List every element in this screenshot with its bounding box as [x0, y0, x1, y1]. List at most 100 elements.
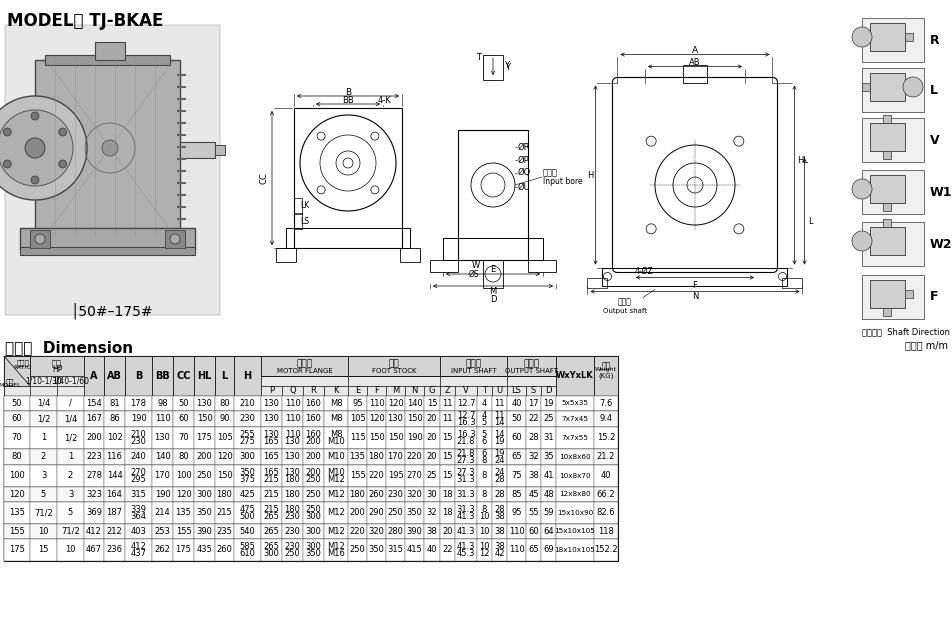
Text: 130: 130 [154, 434, 170, 443]
Text: 415: 415 [407, 545, 422, 555]
Bar [261, 465, 282, 487]
Text: 437: 437 [130, 548, 147, 558]
Bar [4, 449, 30, 465]
Text: 369: 369 [86, 508, 102, 517]
Bar [454, 427, 477, 449]
Bar [555, 449, 593, 465]
Bar [593, 524, 617, 539]
Bar [194, 524, 215, 539]
Text: Y: Y [504, 60, 508, 70]
Bar [593, 465, 617, 487]
Text: 154: 154 [86, 399, 102, 408]
Text: 60: 60 [527, 527, 538, 536]
Bar [526, 411, 541, 427]
Text: F: F [374, 387, 379, 396]
Bar [491, 502, 506, 524]
Bar [483, 55, 503, 80]
Bar [405, 487, 424, 502]
Text: D: D [545, 387, 551, 396]
Bar [125, 411, 151, 427]
Bar [4, 449, 617, 465]
Text: 250: 250 [285, 548, 300, 558]
Text: 18x10x105: 18x10x105 [554, 547, 595, 553]
Bar [347, 449, 367, 465]
Text: 5: 5 [482, 418, 486, 427]
Bar [4, 539, 30, 561]
Bar [367, 449, 386, 465]
Bar [104, 449, 125, 465]
Text: 單位： m/m: 單位： m/m [904, 340, 947, 350]
Text: 230: 230 [387, 490, 403, 499]
Text: ØP: ØP [518, 155, 529, 164]
Bar [440, 539, 454, 561]
Text: HL: HL [197, 371, 211, 381]
Bar [261, 386, 282, 396]
Text: 150: 150 [387, 434, 403, 443]
Bar [458, 130, 527, 260]
Text: 6: 6 [482, 437, 486, 446]
Text: 8: 8 [482, 456, 486, 465]
Bar [234, 502, 261, 524]
Bar [165, 230, 185, 248]
Text: 40: 40 [510, 399, 521, 408]
Text: 28: 28 [494, 490, 505, 499]
Text: M12: M12 [327, 475, 345, 484]
Text: 38: 38 [426, 527, 437, 536]
Text: 7x7x55: 7x7x55 [561, 435, 588, 441]
Bar [862, 68, 923, 112]
Text: 15: 15 [442, 434, 452, 443]
Bar [367, 487, 386, 502]
Text: ØQ: ØQ [518, 169, 530, 178]
Bar [869, 280, 904, 308]
Text: 110: 110 [154, 415, 170, 424]
Text: 71/2: 71/2 [34, 508, 52, 517]
Bar [526, 539, 541, 561]
Text: 350: 350 [407, 508, 422, 517]
Text: K: K [333, 387, 338, 396]
Text: 71/2: 71/2 [61, 527, 80, 536]
Bar [57, 465, 84, 487]
Text: 102: 102 [107, 434, 122, 443]
Bar [593, 449, 617, 465]
Text: 300: 300 [306, 542, 321, 552]
Text: M10: M10 [327, 437, 345, 446]
Text: 180: 180 [285, 505, 300, 514]
Bar [440, 524, 454, 539]
Text: F: F [692, 281, 697, 290]
Bar [386, 487, 405, 502]
Bar [347, 396, 367, 411]
Bar [30, 386, 57, 396]
Text: CC: CC [260, 172, 268, 184]
Text: W1: W1 [929, 186, 951, 198]
Bar [593, 502, 617, 524]
Text: 100: 100 [175, 472, 191, 481]
Text: 170: 170 [154, 472, 170, 481]
Bar [506, 502, 526, 524]
Bar [215, 502, 234, 524]
Bar [477, 427, 491, 449]
Text: 165: 165 [264, 437, 279, 446]
Bar [454, 524, 477, 539]
Bar [30, 396, 57, 411]
Text: 120: 120 [387, 399, 403, 408]
Bar [593, 356, 617, 396]
Text: M16: M16 [327, 548, 345, 558]
Bar [405, 411, 424, 427]
Text: 入力孔: 入力孔 [543, 169, 558, 178]
Bar [555, 524, 593, 539]
Text: 190: 190 [130, 415, 147, 424]
Bar [234, 487, 261, 502]
Bar [555, 487, 593, 502]
Bar [125, 427, 151, 449]
Bar [491, 465, 506, 487]
Bar [541, 502, 555, 524]
Bar [151, 465, 173, 487]
Bar [386, 396, 405, 411]
Bar [347, 539, 367, 561]
Text: 41: 41 [543, 472, 553, 481]
Text: 250: 250 [306, 490, 321, 499]
Text: 1/2: 1/2 [64, 434, 77, 443]
Text: 31.3: 31.3 [456, 505, 475, 514]
Bar [506, 396, 526, 411]
Text: 164: 164 [107, 490, 122, 499]
